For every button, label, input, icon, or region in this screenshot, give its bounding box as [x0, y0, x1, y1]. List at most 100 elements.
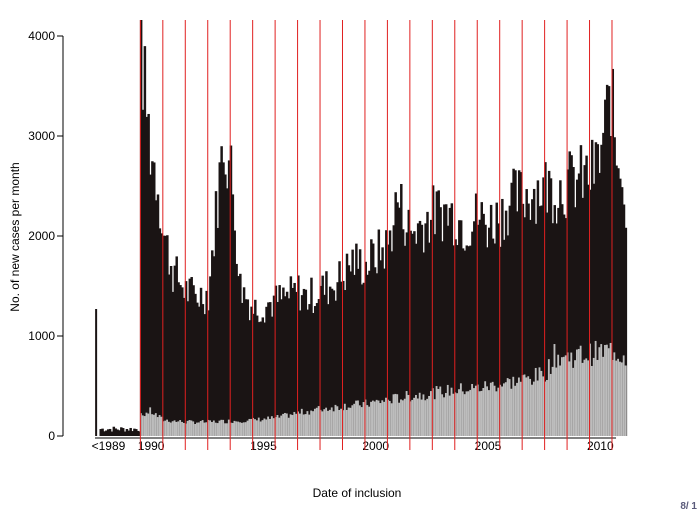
- bar: [619, 178, 622, 436]
- bar-secondary: [433, 399, 436, 436]
- bar-secondary: [235, 421, 238, 436]
- bar: [118, 430, 121, 436]
- bar-secondary: [250, 418, 253, 436]
- bar-secondary: [383, 401, 386, 436]
- bar-secondary: [313, 408, 317, 436]
- bar: [136, 430, 140, 436]
- bar-secondary: [379, 403, 382, 436]
- bar: [300, 295, 304, 436]
- bar: [263, 322, 266, 436]
- bar: [129, 427, 132, 436]
- bar-secondary: [562, 356, 565, 436]
- bar-pre-1989: [95, 309, 98, 436]
- bar: [381, 247, 384, 436]
- bar-secondary: [139, 413, 142, 436]
- bar: [559, 180, 562, 436]
- bar: [197, 306, 201, 436]
- bar-secondary: [334, 404, 337, 436]
- bar: [153, 162, 156, 436]
- bar: [328, 286, 332, 436]
- bar-secondary: [615, 360, 618, 436]
- bar-secondary: [430, 391, 433, 436]
- bar-secondary: [261, 420, 264, 436]
- bar: [355, 243, 358, 436]
- bar-secondary: [546, 379, 549, 436]
- bar-secondary: [143, 416, 146, 436]
- bar-secondary: [145, 412, 148, 436]
- bar: [199, 287, 203, 436]
- bar-secondary: [611, 359, 614, 436]
- bar: [216, 227, 220, 436]
- bar: [377, 229, 381, 436]
- bar: [103, 431, 106, 436]
- bar-secondary: [536, 380, 539, 436]
- bar: [499, 246, 502, 436]
- bar: [587, 184, 590, 436]
- bar: [203, 314, 207, 436]
- bar-secondary: [474, 385, 477, 436]
- bar: [342, 280, 345, 436]
- bar: [401, 229, 405, 436]
- bar-secondary: [269, 418, 272, 436]
- bar: [164, 235, 167, 436]
- x-axis-title: Date of inclusion: [313, 486, 402, 500]
- bar: [611, 68, 615, 436]
- bar-secondary: [194, 423, 197, 436]
- bar-secondary: [345, 409, 348, 436]
- bar-secondary: [323, 409, 326, 436]
- bar: [411, 233, 414, 436]
- bar: [561, 204, 564, 436]
- bar-secondary: [304, 414, 307, 436]
- bar: [267, 302, 270, 436]
- bar-secondary: [437, 388, 440, 436]
- bar: [437, 190, 440, 436]
- bar: [169, 265, 173, 436]
- bar: [446, 225, 450, 436]
- bar: [379, 260, 382, 436]
- bar-secondary: [480, 390, 483, 436]
- bar: [456, 245, 459, 436]
- x-tick-label: 2010: [587, 439, 614, 453]
- bar-secondary: [196, 422, 199, 436]
- bar: [255, 315, 259, 436]
- bar-secondary: [401, 400, 405, 436]
- bar-secondary: [181, 421, 184, 436]
- bar: [609, 136, 613, 436]
- bar: [476, 224, 480, 436]
- bar-secondary: [508, 379, 511, 436]
- y-tick-label: 1000: [28, 329, 55, 343]
- bar: [566, 169, 570, 436]
- bar: [452, 245, 455, 436]
- bar: [211, 250, 214, 436]
- bar-secondary: [521, 375, 524, 436]
- bar-secondary: [270, 416, 273, 436]
- bar-secondary: [386, 399, 390, 436]
- bar: [293, 282, 296, 436]
- bar-secondary: [471, 383, 474, 436]
- bar-secondary: [164, 420, 167, 436]
- bar-secondary: [516, 382, 519, 436]
- bar-secondary: [559, 365, 562, 436]
- bar-secondary: [583, 359, 586, 436]
- bar: [403, 245, 407, 436]
- bar-secondary: [370, 401, 373, 436]
- bar-secondary: [229, 422, 232, 436]
- bar: [323, 294, 326, 436]
- bar: [120, 427, 123, 436]
- bar: [474, 193, 478, 436]
- bar-secondary: [167, 421, 171, 436]
- bar: [239, 273, 242, 436]
- bar: [598, 172, 601, 436]
- bar-secondary: [568, 361, 571, 436]
- bar-secondary: [226, 423, 229, 436]
- bar: [214, 191, 218, 436]
- bar-secondary: [351, 405, 354, 436]
- bar-secondary: [358, 405, 361, 436]
- bar: [467, 246, 470, 436]
- bar-secondary: [287, 417, 290, 436]
- bar: [575, 179, 579, 436]
- bar-secondary: [364, 399, 367, 436]
- bar: [274, 285, 278, 436]
- bar-secondary: [186, 420, 189, 436]
- bar: [175, 256, 178, 436]
